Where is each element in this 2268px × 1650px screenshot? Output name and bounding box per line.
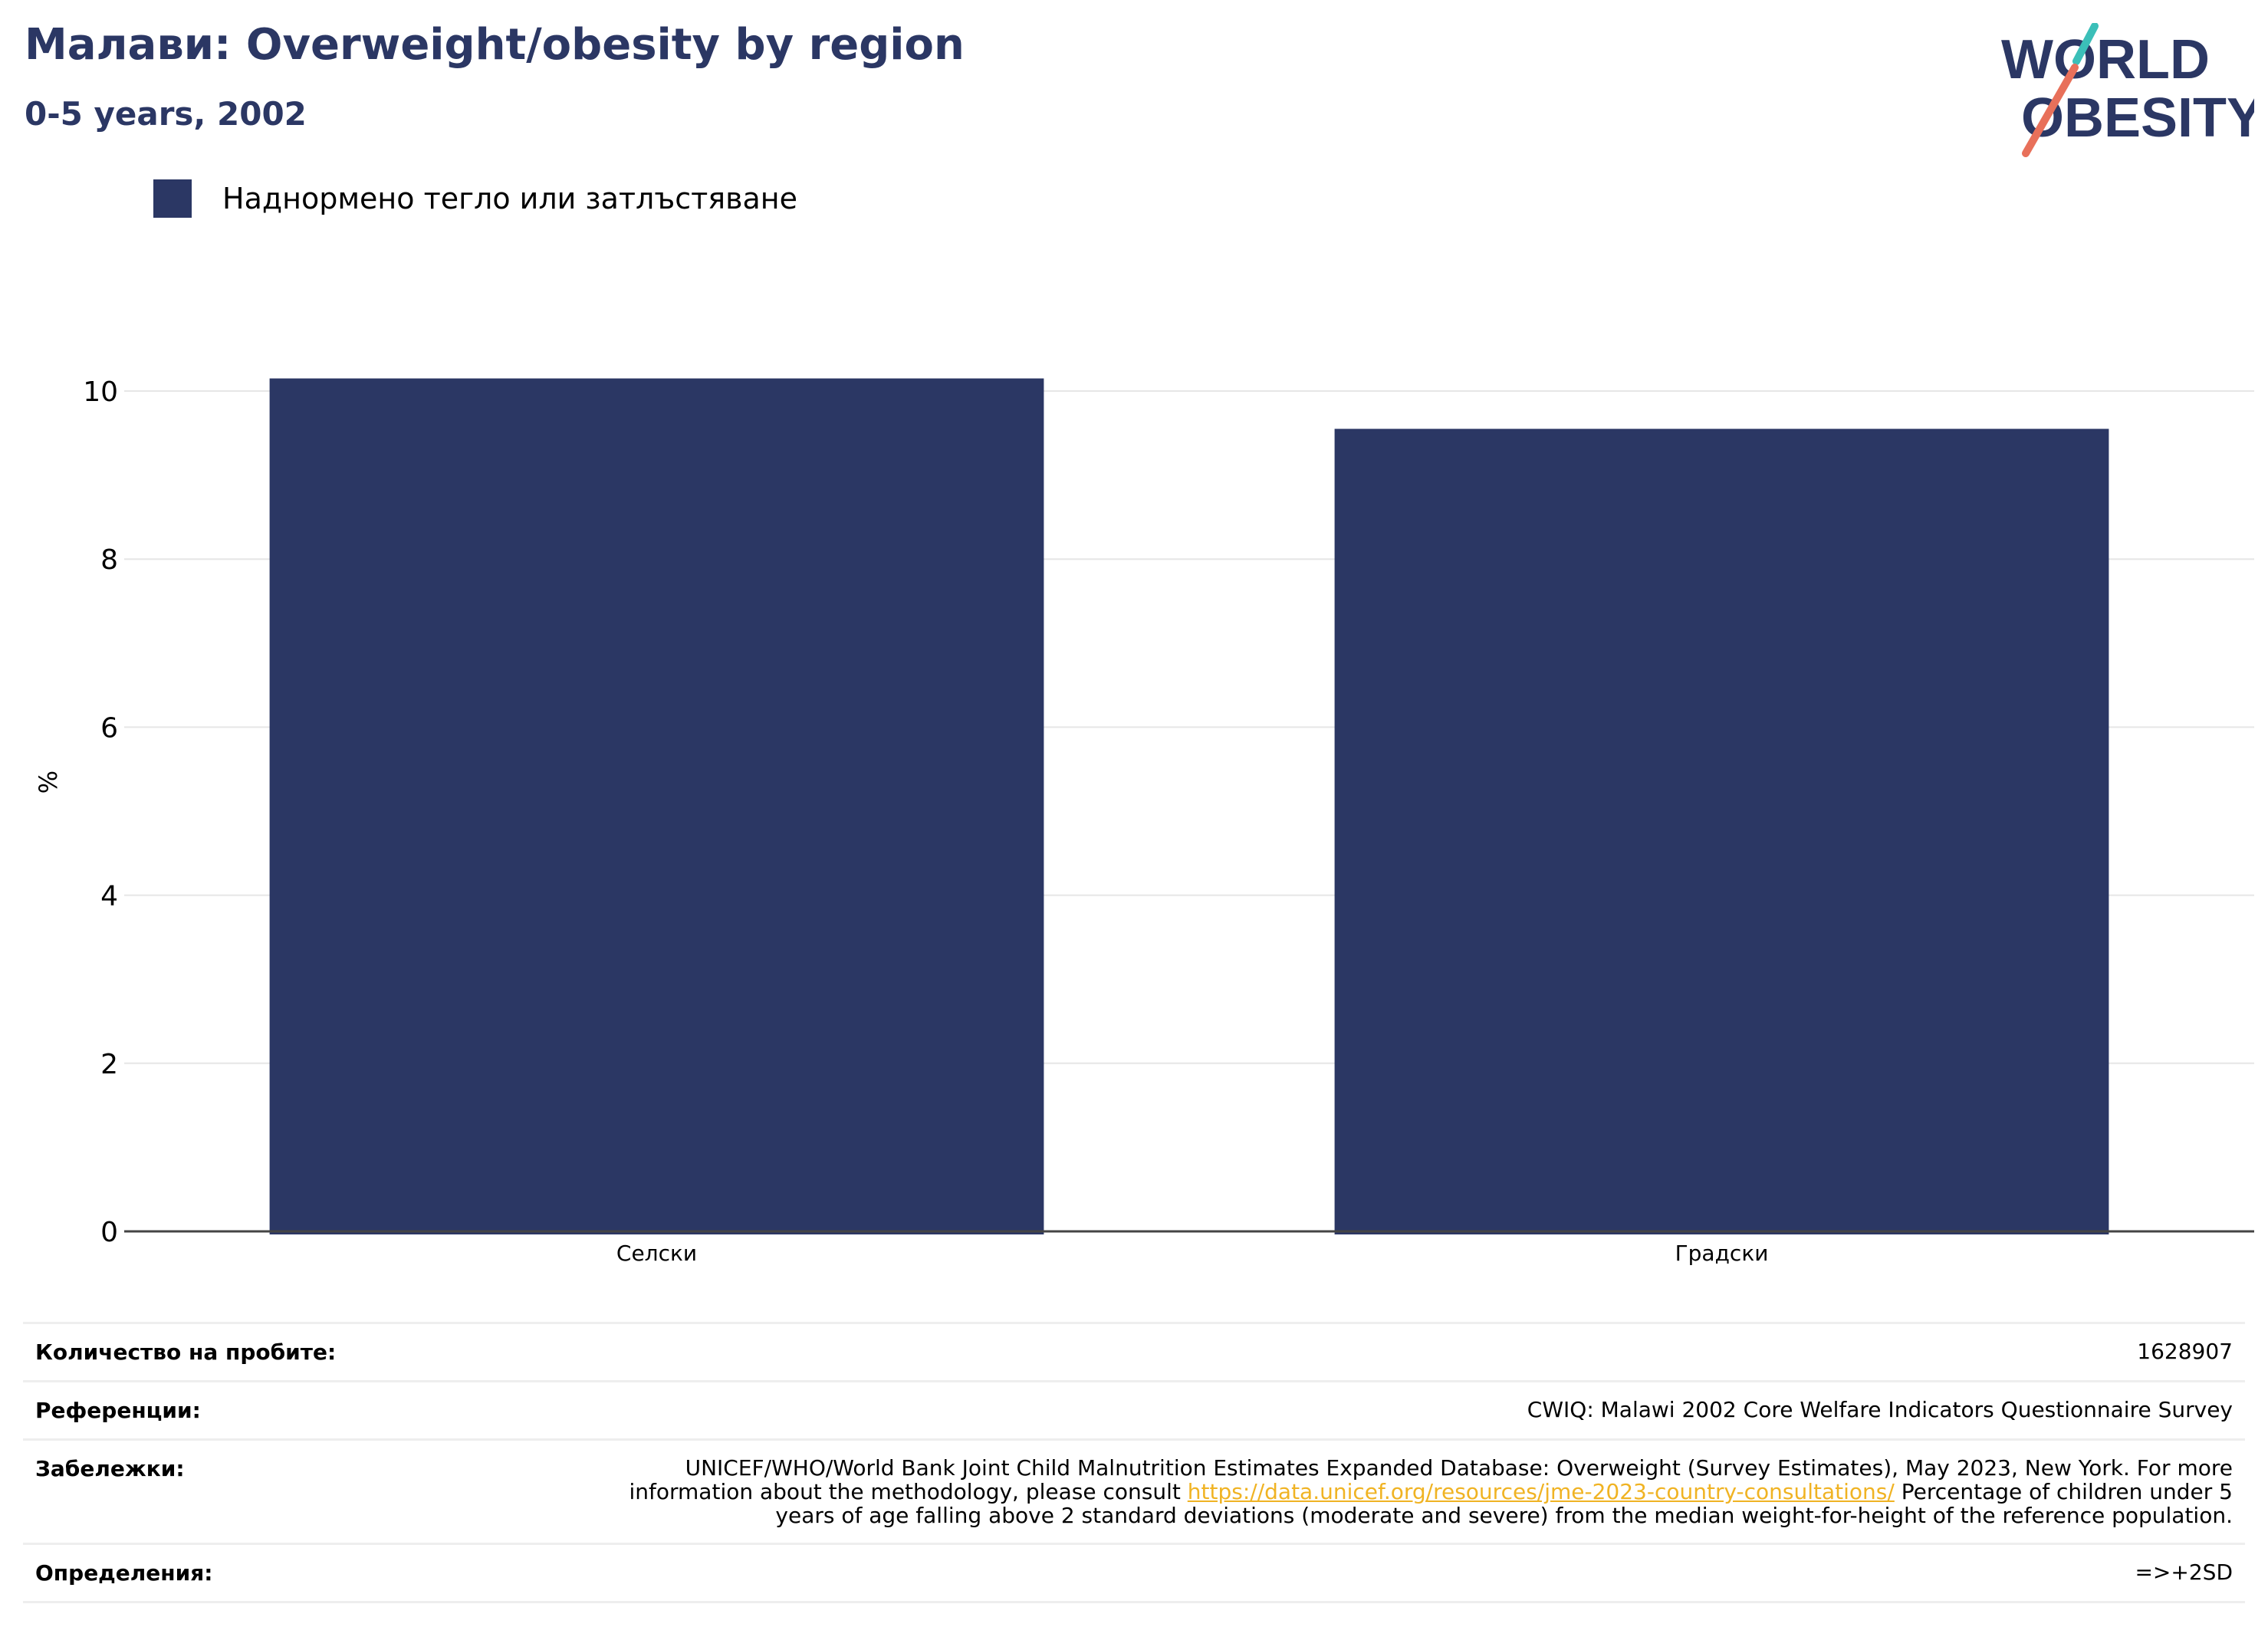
y-tick-labels: 0 2 4 6 8 10 [83,376,118,1248]
x-tick-label: Селски [616,1241,697,1266]
y-tick-label: 2 [100,1049,118,1080]
notes-label: Забележки: [35,1456,185,1481]
x-tick-labels: Селски Градски [616,1241,1769,1266]
bars [269,378,2109,1234]
notes-text-2: Percentage of children under 5 years of … [775,1479,2233,1528]
notes-value: UNICEF/WHO/World Bank Joint Child Malnut… [623,1456,2233,1527]
y-tick-label: 0 [100,1217,118,1248]
bar-chart: 0 2 4 6 8 10 Селски Градски % [34,376,2254,1266]
definitions-value: =>+2SD [2135,1560,2233,1585]
sample-label: Количество на пробите: [35,1339,337,1365]
legend-swatch [153,179,192,218]
logo-word-world: WORLD [2001,29,2210,90]
y-tick-label: 8 [100,544,118,576]
x-tick-label: Градски [1675,1241,1769,1266]
legend-label: Наднормено тегло или затлъстяване [222,182,797,215]
world-obesity-logo: WORLD OBESITY [2001,23,2254,157]
references-value: CWIQ: Malawi 2002 Core Welfare Indicator… [1527,1397,2233,1422]
footer-row-references: Референции: CWIQ: Malawi 2002 Core Welfa… [23,1380,2245,1438]
chart-footer: Количество на пробите: 1628907 Референци… [23,1322,2245,1603]
footer-row-sample: Количество на пробите: 1628907 [23,1322,2245,1380]
y-tick-label: 10 [83,376,118,408]
y-tick-label: 6 [100,712,118,744]
chart-legend: Наднормено тегло или затлъстяване [153,179,797,218]
page-title: Малави: Overweight/obesity by region [25,20,965,70]
bar [1334,429,2109,1234]
sample-value: 1628907 [2137,1339,2233,1364]
footer-row-notes: Забележки: UNICEF/WHO/World Bank Joint C… [23,1438,2245,1543]
references-label: Референции: [35,1398,201,1423]
bar [269,378,1044,1234]
y-tick-label: 4 [100,881,118,912]
y-axis-label: % [34,771,63,794]
logo-slash-coral [2022,64,2079,157]
definitions-label: Определения: [35,1560,213,1586]
footer-row-definitions: Определения: =>+2SD [23,1543,2245,1603]
notes-text-1: UNICEF/WHO/World Bank Joint Child Malnut… [629,1455,2233,1504]
logo-slash-teal [2072,23,2099,65]
methodology-link[interactable]: https://data.unicef.org/resources/jme-20… [1187,1479,1895,1504]
page-subtitle: 0-5 years, 2002 [25,95,307,133]
